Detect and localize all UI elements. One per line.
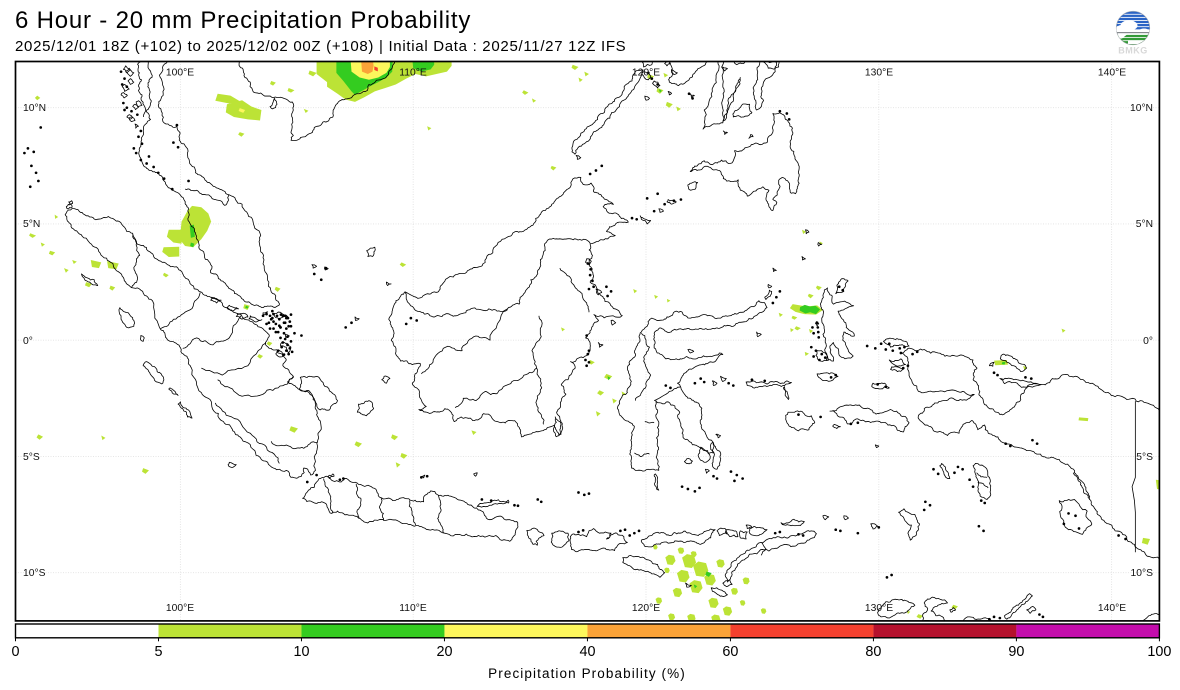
svg-text:110°E: 110°E <box>399 68 427 79</box>
svg-text:0°: 0° <box>1143 336 1153 347</box>
svg-text:130°E: 130°E <box>865 603 893 614</box>
svg-text:BMKG: BMKG <box>1118 46 1148 56</box>
svg-text:10°S: 10°S <box>1131 568 1154 579</box>
svg-text:120°E: 120°E <box>632 68 660 79</box>
svg-text:5°S: 5°S <box>1136 452 1153 463</box>
svg-text:20: 20 <box>436 644 452 660</box>
svg-text:80: 80 <box>865 644 881 660</box>
svg-text:10°N: 10°N <box>1130 103 1153 114</box>
svg-text:100°E: 100°E <box>166 68 194 79</box>
svg-text:5°N: 5°N <box>1136 219 1153 230</box>
svg-text:100°E: 100°E <box>166 603 194 614</box>
svg-text:10°S: 10°S <box>23 568 46 579</box>
svg-text:Precipitation Probability (%): Precipitation Probability (%) <box>488 666 686 681</box>
svg-text:5°N: 5°N <box>23 219 40 230</box>
svg-text:60: 60 <box>722 644 738 660</box>
svg-text:5°S: 5°S <box>23 452 40 463</box>
svg-text:0°: 0° <box>23 336 33 347</box>
svg-text:10: 10 <box>293 644 309 660</box>
svg-text:130°E: 130°E <box>865 68 893 79</box>
svg-text:40: 40 <box>579 644 595 660</box>
svg-text:2025/12/01 18Z (+102) to 2025/: 2025/12/01 18Z (+102) to 2025/12/02 00Z … <box>15 38 626 55</box>
svg-text:5: 5 <box>154 644 162 660</box>
svg-text:120°E: 120°E <box>632 603 660 614</box>
svg-text:110°E: 110°E <box>399 603 427 614</box>
svg-text:100: 100 <box>1147 644 1171 660</box>
svg-text:10°N: 10°N <box>23 103 46 114</box>
svg-text:6 Hour - 20 mm Precipitation P: 6 Hour - 20 mm Precipitation Probability <box>15 7 471 34</box>
svg-text:0: 0 <box>11 644 19 660</box>
svg-text:140°E: 140°E <box>1098 603 1126 614</box>
svg-text:140°E: 140°E <box>1098 68 1126 79</box>
svg-text:90: 90 <box>1008 644 1024 660</box>
